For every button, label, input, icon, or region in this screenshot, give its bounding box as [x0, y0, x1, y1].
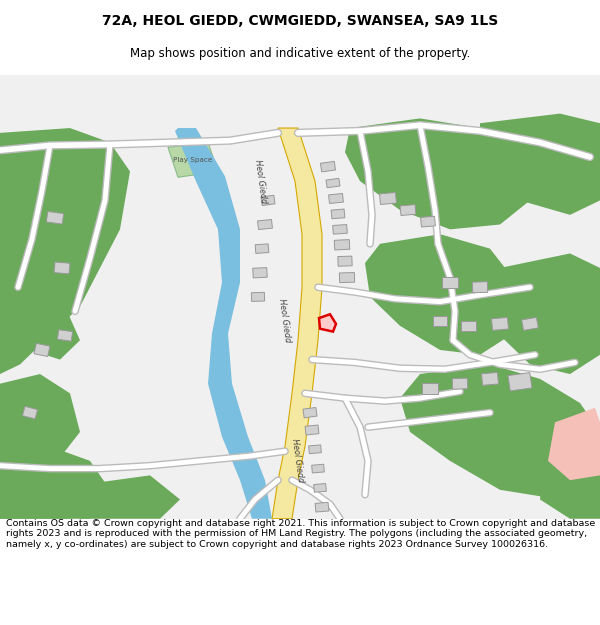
Polygon shape [15, 306, 80, 359]
Polygon shape [508, 372, 532, 391]
Polygon shape [0, 471, 90, 519]
Polygon shape [314, 484, 326, 492]
Text: Map shows position and indicative extent of the property.: Map shows position and indicative extent… [130, 48, 470, 61]
Polygon shape [0, 128, 130, 374]
Polygon shape [365, 234, 520, 355]
Polygon shape [329, 194, 343, 204]
Polygon shape [315, 503, 329, 512]
Text: Heol Giedd: Heol Giedd [277, 299, 293, 344]
Polygon shape [421, 216, 436, 227]
Polygon shape [253, 268, 267, 278]
Text: Heol Giedd: Heol Giedd [253, 159, 269, 204]
Text: Contains OS data © Crown copyright and database right 2021. This information is : Contains OS data © Crown copyright and d… [6, 519, 595, 549]
Polygon shape [345, 118, 530, 229]
Polygon shape [251, 292, 265, 301]
Polygon shape [168, 142, 218, 177]
Polygon shape [0, 75, 600, 519]
Polygon shape [272, 128, 322, 519]
Polygon shape [540, 442, 600, 519]
Polygon shape [442, 277, 458, 288]
Polygon shape [319, 314, 336, 332]
Polygon shape [22, 406, 38, 419]
Polygon shape [54, 262, 70, 274]
Polygon shape [333, 224, 347, 234]
Polygon shape [34, 343, 50, 356]
Polygon shape [0, 446, 110, 519]
Polygon shape [175, 128, 272, 519]
Polygon shape [257, 219, 272, 229]
Polygon shape [490, 254, 600, 374]
Polygon shape [46, 211, 64, 224]
Polygon shape [452, 378, 467, 389]
Polygon shape [433, 316, 447, 326]
Polygon shape [422, 382, 438, 394]
Polygon shape [326, 178, 340, 187]
Polygon shape [331, 209, 345, 219]
Polygon shape [491, 318, 508, 331]
Polygon shape [25, 205, 75, 254]
Polygon shape [400, 364, 600, 499]
Polygon shape [480, 114, 600, 215]
Polygon shape [303, 408, 317, 418]
Polygon shape [80, 476, 180, 519]
Polygon shape [255, 244, 269, 253]
Polygon shape [10, 393, 70, 446]
Polygon shape [334, 239, 350, 250]
Text: 72A, HEOL GIEDD, CWMGIEDD, SWANSEA, SA9 1LS: 72A, HEOL GIEDD, CWMGIEDD, SWANSEA, SA9 … [102, 14, 498, 28]
Polygon shape [482, 372, 499, 385]
Polygon shape [400, 204, 416, 216]
Polygon shape [380, 192, 397, 204]
Text: Heol Giedd: Heol Giedd [290, 438, 305, 483]
Polygon shape [308, 445, 322, 454]
Polygon shape [261, 195, 275, 206]
Polygon shape [311, 464, 325, 473]
Polygon shape [320, 161, 335, 172]
Polygon shape [461, 321, 476, 331]
Text: Play Space: Play Space [173, 157, 212, 163]
Polygon shape [338, 256, 352, 266]
Polygon shape [521, 318, 538, 331]
Polygon shape [305, 425, 319, 435]
Polygon shape [548, 408, 600, 480]
Polygon shape [0, 374, 80, 480]
Polygon shape [472, 282, 488, 292]
Polygon shape [340, 272, 355, 282]
Polygon shape [58, 330, 73, 341]
